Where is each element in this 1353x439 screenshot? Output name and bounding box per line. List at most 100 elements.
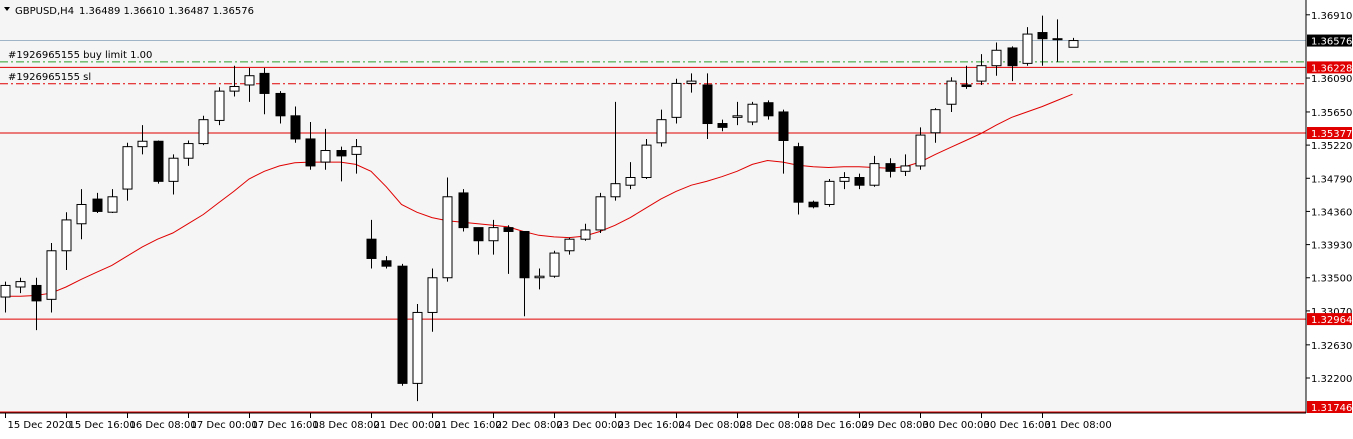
candle-body — [717, 123, 728, 128]
candle-body — [1022, 33, 1033, 64]
candle-body — [92, 198, 103, 212]
candle-body — [991, 49, 1002, 67]
level-price-label: 1.32964 — [1311, 315, 1352, 326]
time-tick-label: 28 Dec 08:00 — [740, 420, 807, 431]
candle — [564, 237, 575, 255]
candle — [92, 192, 103, 213]
time-tick-label: 23 Dec 00:00 — [557, 420, 624, 431]
candle — [0, 281, 11, 313]
candle-body — [46, 250, 57, 300]
time-tick-label: 21 Dec 00:00 — [374, 420, 441, 431]
candle-body — [1037, 32, 1048, 40]
price-tick-label: 1.36090 — [1311, 74, 1352, 85]
candle — [549, 250, 560, 278]
bid-price-label-box — [1307, 34, 1352, 47]
candle — [1068, 37, 1079, 48]
candle — [305, 121, 316, 170]
candle-body — [122, 146, 133, 190]
candle-body — [946, 80, 957, 105]
candle — [351, 138, 362, 174]
time-tick-label: 17 Dec 16:00 — [252, 420, 319, 431]
candle-body — [290, 115, 301, 140]
time-tick-label: 29 Dec 08:00 — [862, 420, 929, 431]
candle — [473, 227, 484, 255]
time-tick-label: 15 Dec 2020 — [8, 420, 72, 431]
candle — [900, 154, 911, 176]
time-tick-label: 22 Dec 08:00 — [496, 420, 563, 431]
candle — [976, 54, 987, 85]
candle-body — [763, 102, 774, 117]
candle-body — [610, 183, 621, 198]
candle — [686, 73, 697, 93]
candle-body — [534, 275, 545, 279]
candle-body — [488, 227, 499, 242]
candle-body — [961, 84, 972, 88]
candle — [778, 109, 789, 174]
candle-body — [305, 138, 316, 167]
price-tick-label: 1.32630 — [1311, 341, 1352, 352]
candle — [702, 73, 713, 139]
time-tick-label: 15 Dec 16:00 — [69, 420, 136, 431]
candle-body — [930, 109, 941, 134]
candle — [671, 78, 682, 124]
candle-body — [885, 163, 896, 172]
candle-body — [320, 150, 331, 163]
candle-body — [366, 238, 377, 259]
candle-body — [869, 163, 880, 186]
candle — [793, 142, 804, 215]
candle — [290, 106, 301, 143]
candle — [488, 219, 499, 255]
candle-body — [1068, 40, 1079, 48]
candle-body — [198, 119, 209, 145]
candle-body — [900, 165, 911, 172]
candle-body — [107, 196, 118, 213]
candle-body — [168, 157, 179, 182]
candle — [442, 177, 453, 282]
time-tick-label: 31 Dec 08:00 — [1045, 420, 1112, 431]
time-tick-label: 30 Dec 16:00 — [984, 420, 1051, 431]
time-tick-label: 16 Dec 08:00 — [130, 420, 197, 431]
candle-body — [595, 196, 606, 231]
price-tick-label: 1.35650 — [1311, 108, 1352, 119]
candle-body — [732, 115, 743, 118]
candle-body — [61, 219, 72, 252]
candle — [1007, 46, 1018, 82]
candle-body — [702, 84, 713, 125]
candle — [763, 100, 774, 120]
candle-body — [641, 144, 652, 179]
candle-body — [793, 146, 804, 203]
candle — [534, 268, 545, 290]
chart-header: GBPUSD,H4 1.36489 1.36610 1.36487 1.3657… — [4, 6, 254, 17]
price-tick-label: 1.32200 — [1311, 374, 1352, 385]
candle — [610, 101, 621, 201]
candle — [808, 200, 819, 209]
candle — [397, 263, 408, 386]
candle-body — [473, 227, 484, 242]
candle — [15, 277, 26, 294]
candle — [259, 68, 270, 115]
candle — [717, 119, 728, 132]
candle-body — [153, 140, 164, 182]
time-tick-label: 23 Dec 16:00 — [618, 420, 685, 431]
candle — [427, 268, 438, 332]
candle — [915, 127, 926, 170]
candle — [168, 154, 179, 195]
candle — [747, 101, 758, 126]
candle-body — [275, 92, 286, 117]
candle-body — [1052, 38, 1063, 41]
candle-body — [15, 281, 26, 288]
triangle-down-icon[interactable] — [4, 7, 10, 11]
candle-body — [442, 196, 453, 279]
symbol-label: GBPUSD,H4 — [15, 6, 74, 17]
candle-body — [259, 72, 270, 94]
candle-body — [808, 201, 819, 208]
level-price-label-box — [1307, 61, 1352, 74]
candle-body — [412, 311, 423, 384]
price-tick-label: 1.35220 — [1311, 141, 1352, 152]
candle-body — [397, 265, 408, 384]
candle-body — [839, 177, 850, 182]
candle-body — [580, 229, 591, 240]
